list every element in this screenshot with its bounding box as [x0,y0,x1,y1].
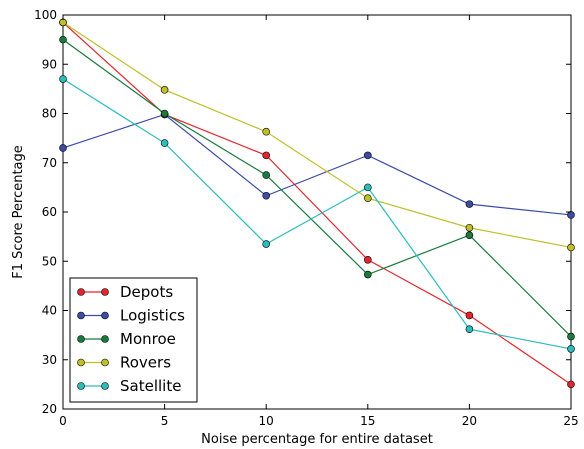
y-axis: 20 30 40 50 60 70 80 90 100 [34,8,571,416]
y-tick-label: 50 [42,254,57,268]
x-axis-label: Noise percentage for entire dataset [201,432,433,447]
legend-label-logistics: Logistics [120,307,185,325]
y-tick-label: 60 [42,205,57,219]
x-tick-label: 20 [462,414,477,428]
legend-marker [101,311,109,320]
series-rovers [59,18,575,252]
legend-item-satellite: Satellite [77,377,181,395]
data-point-satellite [567,345,575,353]
legend-label-rovers: Rovers [120,354,171,372]
series-line-depots [62,21,572,385]
data-point-depots [567,380,575,389]
x-tick-label: 0 [59,414,67,428]
legend-marker [77,288,85,296]
legend-item-logistics: Logistics [77,307,185,325]
legend-marker [101,288,109,296]
data-point-monroe [567,332,575,341]
data-point-depots [363,255,372,264]
legend-item-monroe: Monroe [77,330,176,348]
legend-label-monroe: Monroe [120,330,176,348]
legend-marker [77,311,85,320]
data-point-rovers [567,243,575,252]
series-line-logistics [62,113,572,216]
series-monroe [59,35,575,341]
y-axis-label: F1 Score Percentage [11,145,26,279]
data-point-monroe [262,171,271,179]
data-point-satellite [363,183,372,192]
legend-marker [77,335,85,343]
legend-box [69,277,198,403]
legend-marker [101,382,109,390]
data-point-logistics [363,151,372,160]
data-point-rovers [262,127,271,136]
y-tick-label: 90 [42,57,57,71]
data-point-monroe [465,231,474,239]
legend: Depots Logistics Monroe Rovers Satellite [69,277,198,403]
y-tick-label: 100 [34,8,57,22]
data-point-rovers [160,86,169,94]
data-point-rovers [465,223,474,232]
data-point-logistics [59,144,67,152]
y-tick-label: 20 [42,402,57,416]
data-point-satellite [262,240,271,248]
data-point-depots [465,311,474,320]
y-tick-label: 80 [42,107,57,121]
data-point-satellite [59,75,67,83]
legend-marker [77,358,85,367]
data-point-logistics [465,200,474,208]
data-point-depots [262,151,271,160]
legend-label-depots: Depots [120,283,173,301]
series-line-rovers [62,21,572,249]
x-tick-label: 10 [259,414,274,428]
legend-marker [101,335,109,343]
legend-item-depots: Depots [77,283,173,301]
legend-marker [77,382,85,390]
data-point-satellite [465,325,474,334]
legend-label-satellite: Satellite [120,377,181,395]
x-axis: 0 5 10 15 20 25 [59,15,579,428]
data-point-rovers [363,194,372,203]
y-tick-label: 70 [42,156,57,170]
data-point-monroe [363,270,372,279]
data-point-monroe [160,109,169,118]
y-tick-label: 30 [42,353,57,367]
x-tick-label: 25 [563,414,578,428]
data-point-logistics [262,191,271,200]
x-tick-label: 15 [360,414,375,428]
y-tick-label: 40 [42,304,57,318]
data-point-logistics [567,211,575,219]
series-satellite [59,75,575,353]
x-tick-label: 5 [161,414,169,428]
legend-item-rovers: Rovers [77,354,171,372]
legend-marker [101,358,109,367]
series-layer [59,18,575,389]
data-point-satellite [160,139,169,147]
series-line-satellite [62,78,572,350]
data-point-monroe [59,35,67,44]
series-line-monroe [62,39,572,338]
